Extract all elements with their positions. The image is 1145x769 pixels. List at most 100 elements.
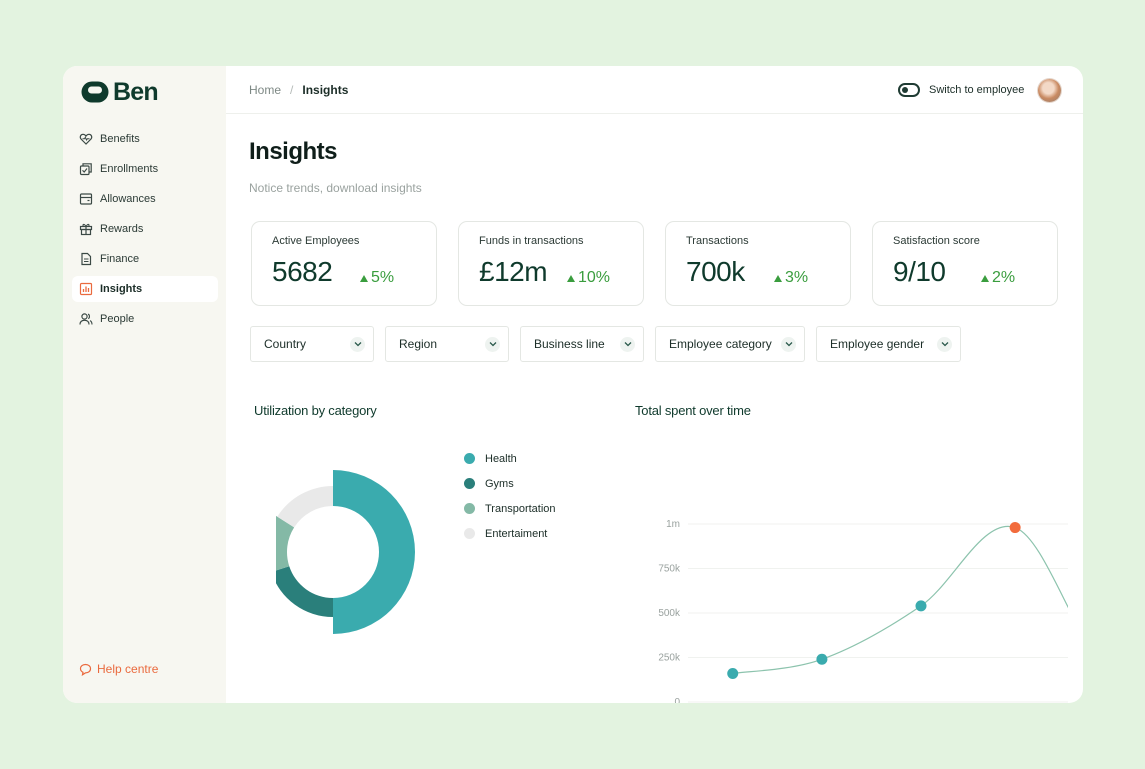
filter-label: Business line (534, 337, 605, 351)
kpi-value: 5682 (272, 256, 333, 287)
country-filter[interactable]: Country (250, 326, 374, 362)
enrollments-icon (79, 162, 93, 176)
people-icon (79, 312, 93, 326)
kpi-card: Satisfaction score 9/10 2% (872, 221, 1058, 306)
sidebar-item-label: People (100, 313, 135, 325)
chevron-down-icon (350, 336, 365, 352)
utilization-donut-chart (261, 466, 436, 643)
region-filter[interactable]: Region (385, 326, 509, 362)
legend-label: Health (485, 452, 517, 465)
sidebar-item-rewards[interactable]: Rewards (72, 216, 218, 242)
series-line (732, 525, 1083, 675)
legend-item: Entertaiment (464, 521, 556, 546)
utilization-legend: Health Gyms Transportation Entertaiment (464, 446, 556, 546)
gift-icon (79, 222, 93, 236)
sidebar-item-insights[interactable]: Insights (72, 276, 218, 302)
y-tick-label: 500k (658, 608, 681, 619)
filter-label: Country (264, 337, 307, 351)
kpi-delta: 2% (981, 269, 1015, 287)
switch-to-employee-toggle[interactable]: Switch to employee (898, 83, 1024, 97)
kpi-card: Active Employees 5682 5% (251, 221, 437, 306)
donut-slice-gyms[interactable] (271, 566, 333, 617)
legend-item: Transportation (464, 496, 556, 521)
breadcrumb-home[interactable]: Home (249, 83, 282, 97)
utilization-chart-title: Utilization by category (254, 403, 377, 418)
kpi-delta-value: 2% (992, 269, 1016, 286)
avatar[interactable] (1038, 79, 1061, 102)
sidebar-item-benefits[interactable]: Benefits (72, 126, 218, 152)
sidebar-item-label: Insights (100, 283, 143, 295)
kpi-label: Active Employees (272, 235, 360, 247)
sidebar-nav: Benefits Enrollments Allowances Rewards (72, 126, 218, 336)
chevron-down-icon (620, 336, 635, 352)
y-tick-label: 1m (666, 519, 680, 530)
help-centre-label: Help centre (97, 662, 159, 676)
sidebar-item-label: Enrollments (100, 163, 159, 175)
employee-category-filter[interactable]: Employee category (655, 326, 805, 362)
sidebar-item-finance[interactable]: Finance (72, 246, 218, 272)
kpi-label: Satisfaction score (893, 235, 980, 247)
data-point[interactable] (727, 668, 739, 680)
legend-item: Gyms (464, 471, 556, 496)
sidebar-item-enrollments[interactable]: Enrollments (72, 156, 218, 182)
legend-label: Entertaiment (485, 527, 548, 540)
data-point[interactable] (816, 653, 828, 665)
data-point[interactable] (915, 600, 927, 612)
donut-slice-health[interactable] (333, 470, 415, 634)
trend-up-icon (774, 274, 782, 282)
kpi-delta: 10% (567, 269, 610, 287)
document-icon (79, 252, 93, 266)
sidebar-item-label: Benefits (100, 133, 140, 145)
sidebar-item-allowances[interactable]: Allowances (72, 186, 218, 212)
y-tick-label: 0 (674, 697, 680, 703)
chat-bubble-icon (79, 663, 92, 676)
kpi-delta-value: 5% (371, 269, 395, 286)
trend-up-icon (981, 274, 989, 282)
spend-chart-title: Total spent over time (635, 403, 751, 418)
kpi-card: Funds in transactions £12m 10% (458, 221, 644, 306)
logo-mark-icon (81, 81, 109, 103)
kpi-delta-value: 3% (785, 269, 809, 286)
filter-label: Employee gender (830, 337, 925, 351)
y-tick-label: 250k (658, 653, 681, 664)
spend-line-chart: 0250k500k750k1mOctober 22November 22Dece… (628, 446, 1083, 703)
kpi-delta: 5% (360, 269, 394, 287)
page-subtitle: Notice trends, download insights (249, 181, 422, 195)
chevron-down-icon (781, 336, 796, 352)
sidebar-item-people[interactable]: People (72, 306, 218, 332)
top-bar: Home / Insights Switch to employee (226, 66, 1083, 114)
main-content: Home / Insights Switch to employee Insig… (226, 66, 1083, 703)
chevron-down-icon (485, 336, 500, 352)
logo-text: Ben (113, 77, 159, 106)
kpi-card: Transactions 700k 3% (665, 221, 851, 306)
kpi-value: £12m (479, 256, 548, 287)
data-point[interactable] (1009, 522, 1021, 534)
sidebar-item-label: Finance (100, 253, 140, 265)
filter-label: Region (399, 337, 438, 351)
legend-swatch (464, 453, 475, 464)
kpi-delta: 3% (774, 269, 808, 287)
trend-up-icon (360, 274, 368, 282)
business-line-filter[interactable]: Business line (520, 326, 644, 362)
y-tick-label: 750k (658, 564, 681, 575)
sidebar-item-label: Rewards (100, 223, 144, 235)
legend-swatch (464, 503, 475, 514)
sidebar: Ben Benefits Enrollments Allowances (63, 66, 226, 703)
kpi-value: 700k (686, 256, 745, 287)
donut-slice-entertaiment[interactable] (277, 486, 333, 528)
legend-swatch (464, 528, 475, 539)
toggle-icon (898, 83, 920, 97)
kpi-label: Funds in transactions (479, 235, 584, 247)
breadcrumb: Home / Insights (249, 83, 348, 97)
heart-icon (79, 132, 93, 146)
help-centre-link[interactable]: Help centre (79, 662, 158, 676)
page-title: Insights (249, 138, 338, 165)
trend-up-icon (567, 274, 575, 282)
kpi-value: 9/10 (893, 256, 946, 287)
employee-gender-filter[interactable]: Employee gender (816, 326, 961, 362)
logo[interactable]: Ben (80, 77, 159, 106)
filter-label: Employee category (669, 337, 772, 351)
legend-swatch (464, 478, 475, 489)
app-window: Ben Benefits Enrollments Allowances (63, 66, 1083, 703)
breadcrumb-separator: / (290, 83, 294, 97)
